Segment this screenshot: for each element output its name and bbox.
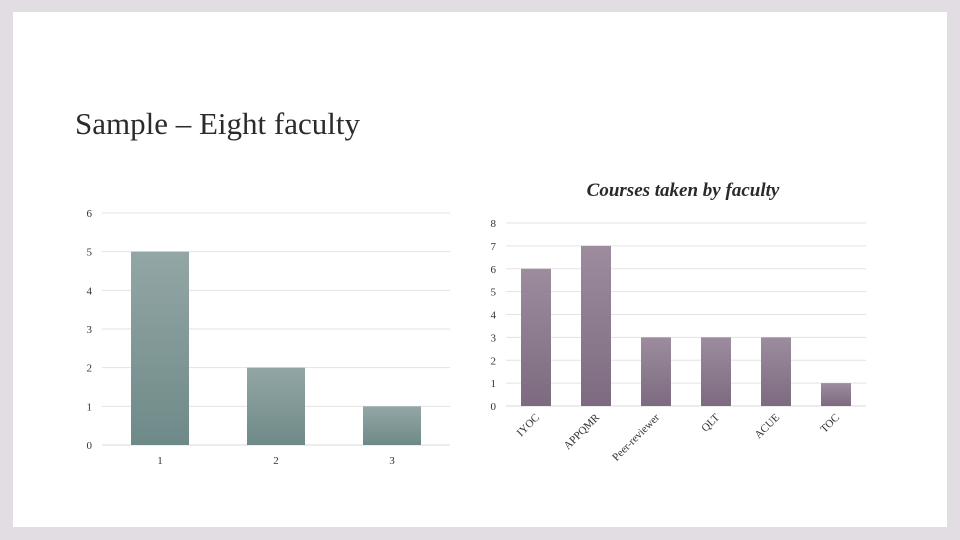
bar [131,251,189,445]
y-tick-label: 0 [87,440,93,452]
y-tick-label: 5 [87,247,93,259]
x-tick-label: ACUE [752,411,782,441]
y-tick-label: 4 [491,310,497,322]
y-tick-label: 6 [87,208,93,220]
y-tick-label: 6 [491,264,497,276]
bar [521,268,551,406]
bar [581,245,611,406]
y-tick-label: 3 [491,332,497,344]
y-tick-label: 1 [87,401,93,413]
x-tick-label: 3 [389,455,395,467]
y-tick-label: 8 [491,218,497,230]
bar [247,367,305,445]
y-tick-label: 2 [87,363,93,375]
chart-title: Courses taken by faculty [587,180,780,201]
y-tick-label: 0 [491,401,497,413]
y-tick-label: 2 [491,355,497,367]
bar [363,406,421,445]
x-tick-label: 1 [157,455,163,467]
bar [821,383,851,406]
x-tick-label: IYOC [515,412,542,439]
slide-title: Sample – Eight faculty [75,106,360,141]
x-tick-label: QLT [699,411,722,434]
y-tick-label: 3 [87,324,93,336]
bar [701,337,731,406]
x-tick-label: Peer-reviewer [610,411,662,463]
x-tick-label: 2 [273,455,279,467]
x-tick-label: APPQMR [562,411,603,452]
y-tick-label: 7 [491,241,497,253]
bar [761,337,791,406]
y-tick-label: 1 [491,378,497,390]
bar [641,337,671,406]
y-tick-label: 5 [491,287,497,299]
y-tick-label: 4 [87,285,93,297]
x-tick-label: TOC [818,412,842,436]
